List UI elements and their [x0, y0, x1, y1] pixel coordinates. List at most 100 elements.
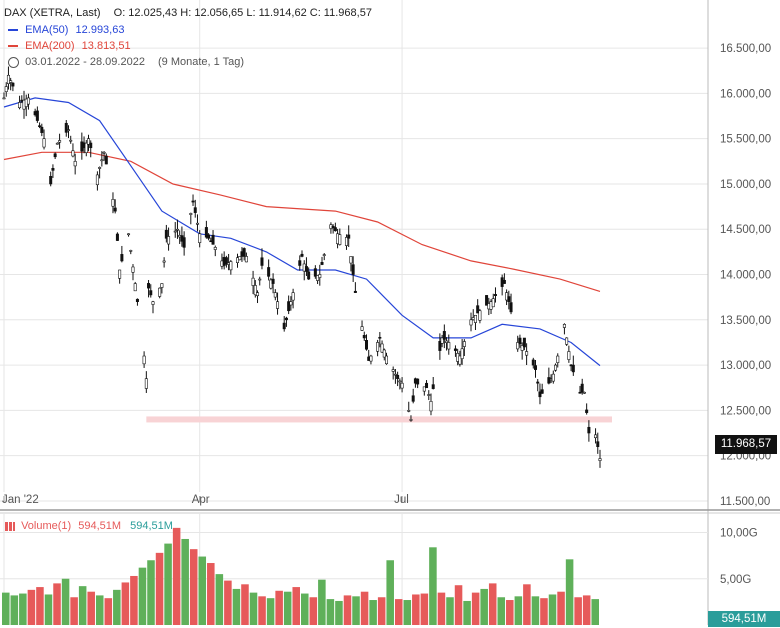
candle-body — [100, 159, 104, 162]
candle-body — [273, 292, 277, 298]
volume-bar — [172, 527, 181, 625]
volume-bar — [403, 600, 412, 625]
candle-body — [567, 351, 571, 360]
candle-body — [113, 207, 117, 212]
candle-body — [385, 355, 389, 365]
x-tick-label: Jan '22 — [2, 494, 39, 506]
candle-body — [213, 247, 217, 250]
candle-body — [491, 298, 495, 308]
ema200-value: 13.813,51 — [81, 40, 131, 52]
volume-bar — [249, 592, 258, 625]
candle-body — [531, 359, 535, 366]
volume-bar — [309, 597, 318, 625]
candle-body — [393, 373, 397, 376]
support-band — [146, 416, 612, 423]
candle-body — [173, 230, 177, 233]
candle-body — [554, 364, 558, 371]
candle-body — [182, 237, 186, 248]
candle-body — [518, 337, 522, 345]
candle-body — [445, 340, 449, 343]
volume-bar — [10, 595, 19, 625]
candle-body — [4, 86, 8, 93]
period-legend: 03.01.2022 - 28.09.2022 (9 Monate, 1 Tag… — [8, 54, 248, 70]
candle-body — [271, 278, 275, 284]
volume-bar — [181, 538, 189, 625]
volume-bar — [343, 595, 352, 625]
candle-body — [556, 355, 560, 363]
volume-bar — [488, 583, 497, 625]
volume-bar — [463, 600, 471, 625]
y-tick-label: 12.500,00 — [720, 405, 771, 417]
candle-body — [380, 343, 384, 353]
candle-body — [98, 167, 102, 169]
period-note: (9 Monate, 1 Tag) — [158, 56, 245, 68]
candle-body — [287, 301, 291, 312]
candle-body — [144, 378, 148, 389]
candle-body — [2, 97, 6, 100]
candle-body — [580, 383, 584, 393]
volume-bar — [27, 589, 36, 625]
volume-bar — [189, 549, 198, 625]
candle-body — [6, 74, 10, 84]
volume-bar — [514, 596, 523, 625]
period-range: 03.01.2022 - 28.09.2022 — [25, 56, 145, 68]
candle-body — [331, 226, 335, 229]
ema50-value: 12.993,63 — [75, 24, 125, 36]
ema200-swatch — [8, 45, 18, 48]
candle-body — [9, 80, 13, 83]
candle-body — [440, 337, 444, 344]
volume-bar — [506, 600, 514, 625]
candle-body — [251, 277, 255, 286]
volume-y-tick-label: 10,00G — [720, 528, 758, 540]
volume-bar — [44, 594, 53, 625]
candle-body — [376, 342, 380, 352]
candle-body — [269, 279, 273, 289]
candle-body — [211, 234, 215, 245]
volume-bar — [480, 588, 488, 625]
ema50-legend[interactable]: EMA(50) 12.993,63 — [8, 22, 128, 38]
candle-body — [282, 322, 286, 330]
candle-body — [18, 102, 22, 109]
volume-bar — [198, 556, 207, 625]
volume-bar — [164, 543, 172, 625]
candle-body — [562, 324, 566, 328]
ema200-label: EMA(200) — [25, 40, 75, 52]
candle-body — [594, 434, 598, 439]
volume-bar — [591, 599, 599, 625]
volume-legend[interactable]: Volume(1) 594,51M 594,51M — [5, 518, 177, 534]
y-tick-label: 15.500,00 — [720, 134, 771, 146]
candle-body — [195, 222, 199, 225]
candle-body — [191, 200, 195, 203]
candle-body — [582, 391, 586, 394]
candle-body — [369, 355, 373, 362]
candle-body — [58, 140, 62, 143]
volume-bar — [95, 595, 104, 625]
candle-body — [160, 283, 164, 288]
candle-body — [349, 256, 353, 264]
candle-body — [565, 337, 569, 345]
volume-bar — [352, 596, 360, 625]
volume-value-teal: 594,51M — [130, 520, 173, 532]
candle-body — [238, 256, 242, 261]
candle-body — [256, 292, 260, 297]
candle-body — [333, 227, 337, 232]
volume-value-red: 594,51M — [78, 520, 122, 532]
candle-body — [89, 142, 93, 149]
candle-body — [538, 391, 542, 398]
ema200-legend[interactable]: EMA(200) 13.813,51 — [8, 38, 135, 54]
volume-bar — [232, 588, 241, 625]
chart-header: DAX (XETRA, Last) O: 12.025,43 H: 12.056… — [4, 5, 376, 21]
ohlc-readout: O: 12.025,43 H: 12.056,65 L: 11.914,62 C… — [113, 7, 372, 19]
candle-body — [104, 155, 108, 165]
volume-bar — [471, 592, 480, 625]
candle-body — [115, 233, 119, 241]
candle-body — [431, 384, 435, 389]
volume-bar — [412, 594, 420, 625]
candle-body — [291, 292, 295, 301]
candle-body — [360, 326, 364, 331]
candle-body — [422, 386, 426, 392]
volume-bar — [87, 591, 95, 625]
volume-bar — [113, 589, 121, 625]
candle-body — [151, 301, 155, 305]
